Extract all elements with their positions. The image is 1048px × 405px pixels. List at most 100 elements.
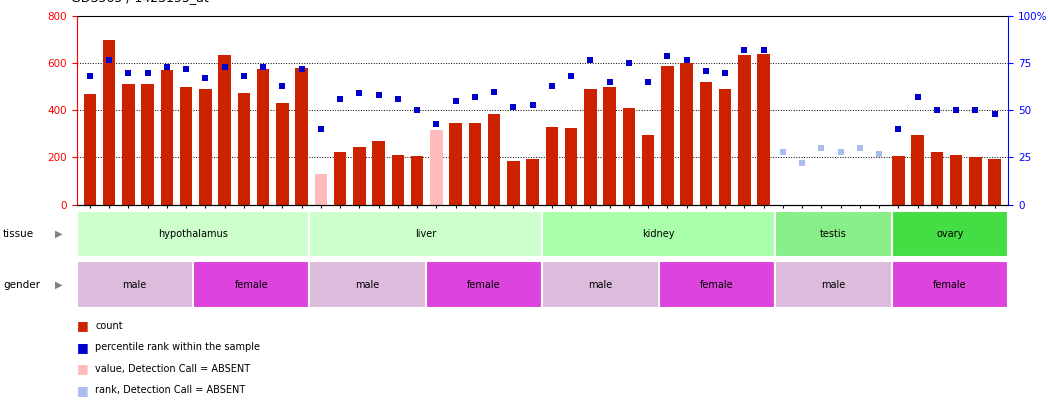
Point	[717, 70, 734, 76]
Point	[890, 126, 907, 132]
Bar	[309, 211, 542, 257]
Point	[139, 70, 156, 76]
Bar	[77, 211, 309, 257]
Text: ■: ■	[77, 341, 88, 354]
Text: gender: gender	[3, 279, 40, 290]
Point	[121, 70, 137, 76]
Bar	[542, 211, 776, 257]
Bar	[199, 89, 212, 205]
Text: ▶: ▶	[54, 279, 62, 290]
Bar	[604, 87, 616, 205]
Bar	[277, 103, 289, 205]
Point	[852, 145, 869, 151]
Bar	[334, 151, 347, 205]
Point	[312, 126, 329, 132]
Text: male: male	[123, 279, 147, 290]
Text: percentile rank within the sample: percentile rank within the sample	[95, 343, 260, 352]
Point	[967, 107, 984, 113]
Bar	[392, 155, 405, 205]
Bar	[584, 89, 596, 205]
Bar	[700, 82, 713, 205]
Point	[197, 75, 214, 81]
Bar	[758, 54, 770, 205]
Bar	[431, 130, 442, 205]
Point	[620, 60, 637, 66]
Point	[640, 79, 657, 85]
Point	[659, 53, 676, 59]
Bar	[296, 68, 308, 205]
Bar	[659, 261, 776, 308]
Bar	[623, 108, 635, 205]
Point	[947, 107, 964, 113]
Bar	[988, 159, 1001, 205]
Point	[255, 64, 271, 70]
Point	[466, 94, 483, 100]
Bar	[642, 135, 654, 205]
Point	[756, 47, 772, 53]
Point	[563, 73, 580, 80]
Bar	[892, 261, 1008, 308]
Text: count: count	[95, 321, 123, 331]
Point	[582, 56, 598, 63]
Text: female: female	[933, 279, 966, 290]
Point	[370, 92, 387, 98]
Point	[736, 47, 752, 53]
Text: ■: ■	[77, 384, 88, 397]
Bar	[372, 141, 385, 205]
Point	[813, 145, 830, 151]
Bar	[546, 127, 559, 205]
Bar	[103, 40, 115, 205]
Point	[871, 150, 888, 157]
Bar	[526, 159, 539, 205]
Point	[178, 66, 195, 72]
Text: male: male	[588, 279, 613, 290]
Point	[793, 160, 810, 166]
Point	[332, 96, 349, 102]
Bar	[719, 89, 732, 205]
Point	[505, 103, 522, 110]
Point	[351, 90, 368, 97]
Text: value, Detection Call = ABSENT: value, Detection Call = ABSENT	[95, 364, 250, 374]
Bar	[661, 66, 674, 205]
Bar	[949, 155, 962, 205]
Point	[275, 83, 291, 89]
Point	[910, 94, 926, 100]
Point	[929, 107, 945, 113]
Bar	[180, 87, 193, 205]
Text: male: male	[822, 279, 846, 290]
Bar	[738, 55, 750, 205]
Text: hypothalamus: hypothalamus	[158, 229, 227, 239]
Bar	[160, 70, 173, 205]
Text: GDS565 / 1423155_at: GDS565 / 1423155_at	[71, 0, 209, 4]
Bar	[892, 156, 904, 205]
Bar	[776, 261, 892, 308]
Bar	[450, 123, 462, 205]
Point	[82, 73, 99, 80]
Point	[447, 98, 464, 104]
Bar	[77, 261, 193, 308]
Text: testis: testis	[821, 229, 847, 239]
Text: male: male	[355, 279, 379, 290]
Text: ■: ■	[77, 362, 88, 375]
Bar	[931, 151, 943, 205]
Bar	[314, 174, 327, 205]
Point	[428, 120, 444, 127]
Point	[216, 64, 233, 70]
Bar	[680, 63, 693, 205]
Text: female: female	[467, 279, 501, 290]
Bar	[912, 135, 924, 205]
Text: ▶: ▶	[54, 229, 62, 239]
Bar	[123, 85, 135, 205]
Text: kidney: kidney	[642, 229, 675, 239]
Bar	[892, 211, 1008, 257]
Bar	[141, 85, 154, 205]
Point	[544, 83, 561, 89]
Text: female: female	[700, 279, 734, 290]
Text: female: female	[235, 279, 268, 290]
Bar	[425, 261, 542, 308]
Point	[698, 68, 715, 74]
Point	[236, 73, 253, 80]
Bar	[969, 158, 982, 205]
Bar	[353, 147, 366, 205]
Text: tissue: tissue	[3, 229, 35, 239]
